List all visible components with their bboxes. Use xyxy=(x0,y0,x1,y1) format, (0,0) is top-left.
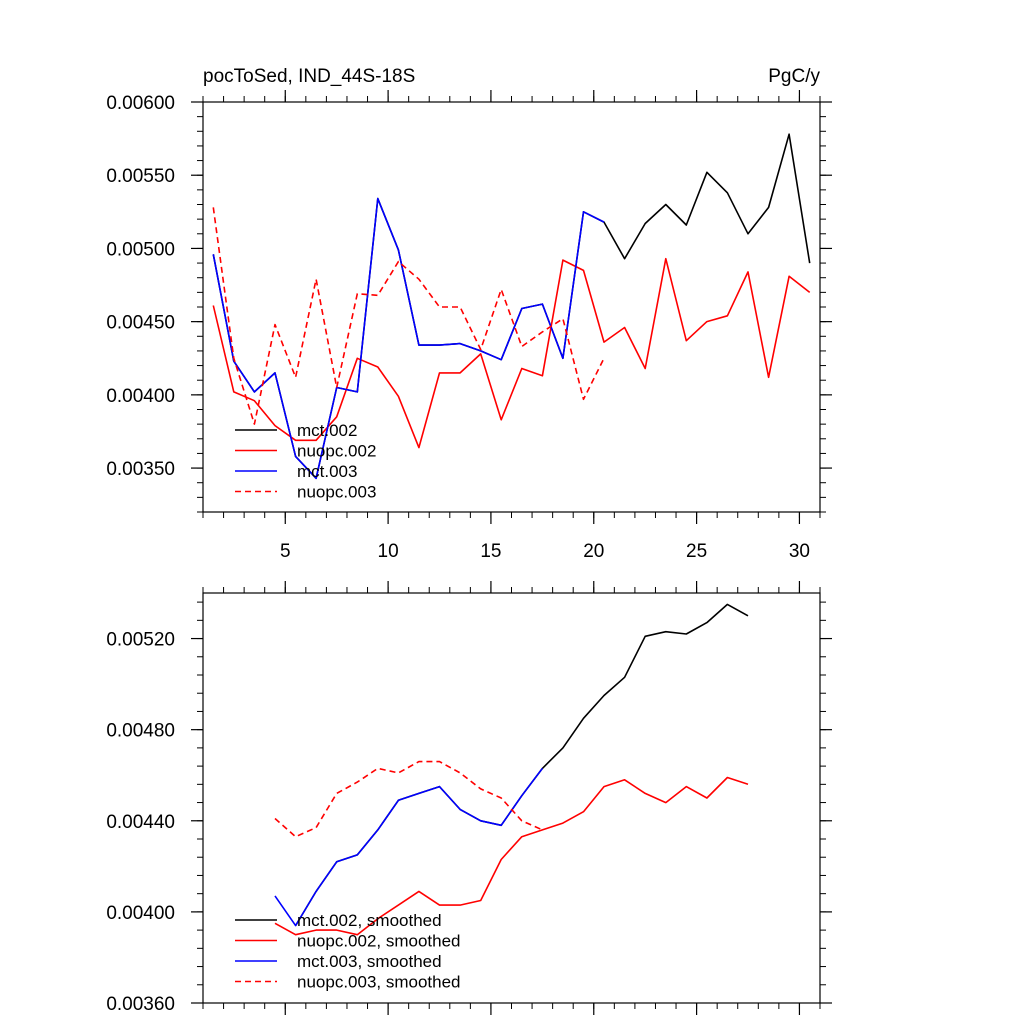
x-tick-label: 30 xyxy=(789,541,810,562)
y-tick-label: 0.00520 xyxy=(106,630,175,651)
plot-frame xyxy=(202,592,821,1004)
y-tick-label: 0.00450 xyxy=(106,313,175,334)
series-line-mct-002-smoothed xyxy=(294,603,749,927)
x-tick-label: 20 xyxy=(583,541,604,562)
series-line-mct-003-smoothed xyxy=(274,767,544,927)
y-tick-label: 0.00550 xyxy=(106,166,175,187)
legend-label: nuopc.003 xyxy=(297,483,376,502)
legend-label: mct.002 xyxy=(297,421,357,440)
bottom-panel: 0.00360 0.00400 0.00440 0.00480 0.00520 mct.0… xyxy=(106,581,832,1015)
y-tick-label: 0.00480 xyxy=(106,721,175,742)
y-tick-label: 0.00400 xyxy=(106,903,175,924)
x-tick-label: 15 xyxy=(480,541,501,562)
y-tick-label: 0.00440 xyxy=(106,812,175,833)
legend-label: mct.003 xyxy=(297,462,357,481)
chart-title-left: pocToSed, IND_44S-18S xyxy=(203,66,415,87)
series-line-nuopc-002-smoothed xyxy=(274,776,749,936)
series-line-nuopc-002 xyxy=(212,257,811,449)
plot-frame xyxy=(202,101,821,513)
y-tick-label: 0.00400 xyxy=(106,386,175,407)
y-tick-label: 0.00600 xyxy=(106,93,175,114)
y-tick-label: 0.00350 xyxy=(106,459,175,480)
series-line-nuopc-003-smoothed xyxy=(274,760,543,838)
legend-label: mct.003, smoothed xyxy=(297,952,442,971)
y-tick-label: 0.00500 xyxy=(106,239,175,260)
series-line-nuopc-003 xyxy=(212,207,605,425)
legend-label: mct.002, smoothed xyxy=(297,911,442,930)
x-tick-label: 5 xyxy=(280,541,291,562)
legend-label: nuopc.002, smoothed xyxy=(297,932,461,951)
chart-title-right: PgC/y xyxy=(768,66,820,87)
legend-label: nuopc.002 xyxy=(297,442,376,461)
x-tick-label: 25 xyxy=(686,541,707,562)
top-panel: pocToSed, IND_44S-18S PgC/y 5 10 15 20 25 30 0… xyxy=(106,66,832,562)
x-tick-label: 10 xyxy=(378,541,399,562)
y-tick-label: 0.00360 xyxy=(106,994,175,1015)
legend-label: nuopc.003, smoothed xyxy=(297,973,461,992)
series-line-mct-003 xyxy=(212,197,605,480)
